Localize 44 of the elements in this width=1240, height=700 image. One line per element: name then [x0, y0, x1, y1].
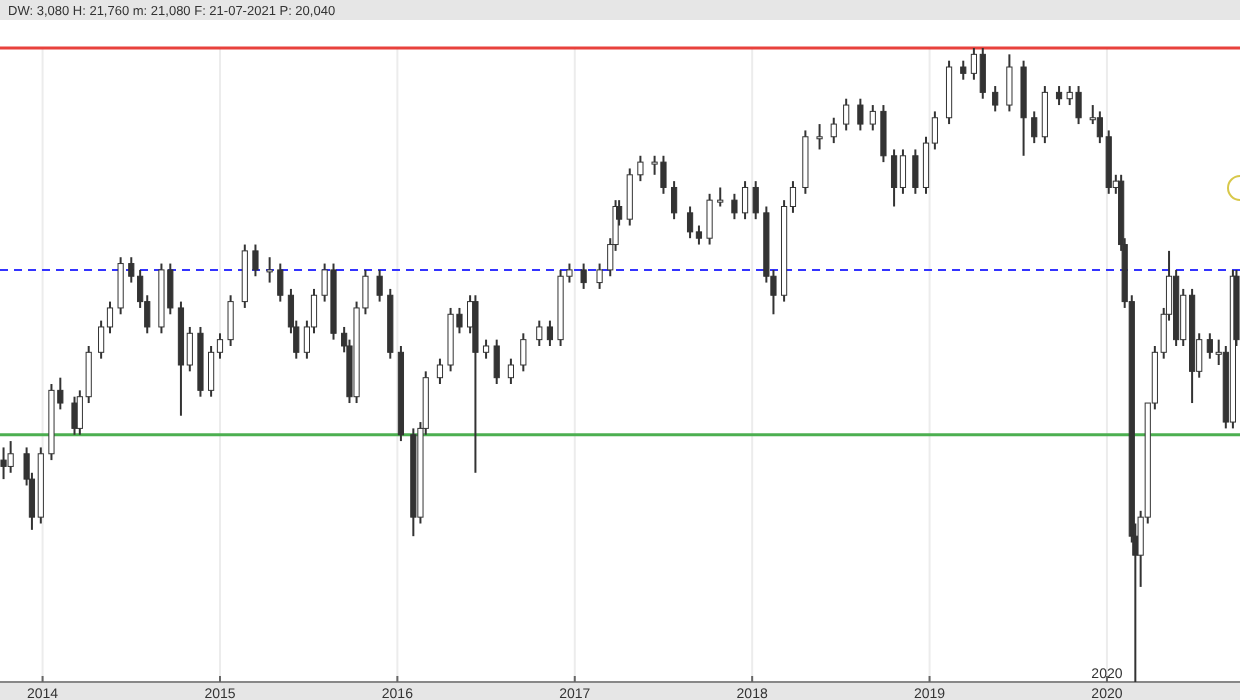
- candlestick: [637, 154, 644, 183]
- candlestick: [706, 192, 713, 246]
- candlestick: [7, 440, 14, 474]
- candlestick: [493, 338, 500, 386]
- candlestick: [1031, 110, 1038, 145]
- candlestick: [899, 148, 907, 195]
- candlestick: [830, 116, 837, 145]
- candlestick: [277, 262, 284, 303]
- candlestick: [843, 97, 850, 132]
- candlestick: [960, 59, 967, 81]
- candlestick: [117, 256, 124, 316]
- candlestick: [741, 180, 749, 221]
- candlestick: [482, 338, 490, 360]
- candlestick: [890, 148, 898, 208]
- candlestick: [580, 262, 587, 290]
- candlestick: [857, 97, 864, 132]
- candlestick: [376, 268, 383, 303]
- candlestick: [869, 104, 876, 132]
- candlestick: [1006, 53, 1013, 113]
- candlestick: [671, 180, 678, 221]
- candlestick: [731, 192, 738, 221]
- candlestick: [71, 395, 78, 436]
- candlestick: [912, 148, 919, 195]
- candlestick: [1055, 85, 1063, 107]
- candlestick: [880, 104, 887, 164]
- candlestick: [227, 294, 234, 347]
- candlestick: [507, 357, 514, 386]
- candlestick: [1041, 85, 1048, 145]
- candlestick: [717, 186, 724, 208]
- candlestick: [992, 85, 999, 113]
- candlestick: [436, 357, 444, 386]
- candlestick: [979, 47, 986, 100]
- candlestick: [596, 262, 603, 290]
- candlestick: [752, 180, 759, 221]
- candlestick: [208, 344, 215, 398]
- candlestick: [252, 243, 259, 278]
- candlestick: [266, 256, 273, 284]
- candlestick: [816, 123, 823, 151]
- candlestick: [626, 167, 633, 227]
- candlestick: [520, 332, 527, 373]
- candlestick: [536, 319, 543, 347]
- candlestick: [546, 319, 554, 347]
- candlestick: [686, 205, 694, 240]
- candlestick: [0, 446, 7, 481]
